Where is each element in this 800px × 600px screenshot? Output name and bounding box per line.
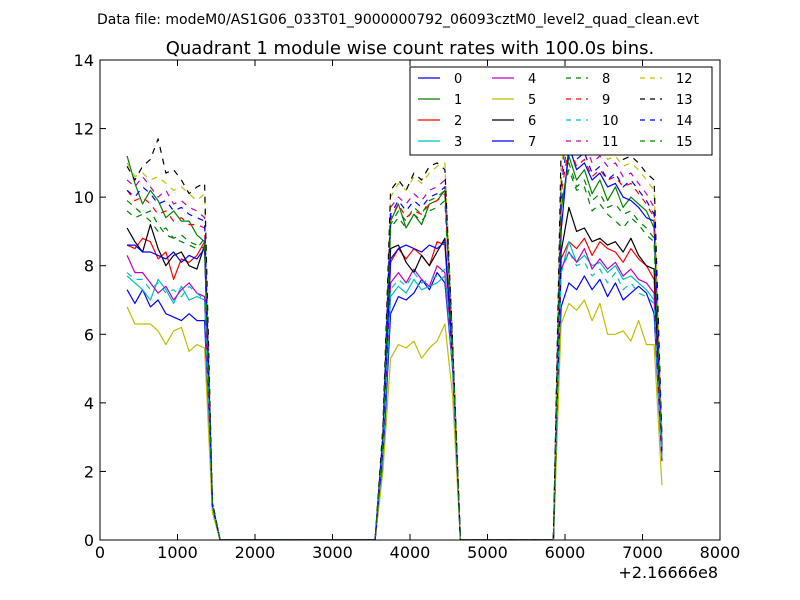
legend-label-11: 11 xyxy=(602,135,619,150)
legend-label-0: 0 xyxy=(454,72,462,87)
legend-label-4: 4 xyxy=(528,72,536,87)
series-line-7 xyxy=(127,145,663,540)
legend-label-9: 9 xyxy=(602,93,610,108)
legend-label-6: 6 xyxy=(528,114,536,129)
y-tick-label: 10 xyxy=(74,188,94,207)
legend-label-3: 3 xyxy=(454,135,462,150)
x-tick-label: 3000 xyxy=(312,543,353,562)
legend-label-7: 7 xyxy=(528,135,536,150)
series-line-8 xyxy=(126,169,663,540)
x-tick-label: 8000 xyxy=(700,543,741,562)
x-tick-label: 6000 xyxy=(545,543,586,562)
y-tick-label: 12 xyxy=(74,120,94,139)
legend-label-10: 10 xyxy=(602,114,619,129)
axis-ticks: 0 1000 2000 3000 4000 5000 6000 7000 80000246810… xyxy=(74,51,741,562)
x-tick-label: 4000 xyxy=(390,543,431,562)
y-tick-label: 14 xyxy=(74,51,94,70)
legend-label-14: 14 xyxy=(676,114,693,129)
y-tick-label: 0 xyxy=(84,531,94,550)
y-tick-label: 8 xyxy=(84,257,94,276)
series-line-15 xyxy=(126,162,663,540)
legend-label-1: 1 xyxy=(454,93,462,108)
chart-suptitle: Data file: modeM0/AS1G06_033T01_90000007… xyxy=(97,12,699,28)
legend-box xyxy=(409,66,713,156)
series-line-10 xyxy=(126,251,663,540)
x-tick-label: 2000 xyxy=(235,543,276,562)
y-tick-label: 2 xyxy=(84,462,94,481)
x-tick-label: 1000 xyxy=(157,543,198,562)
series-line-1 xyxy=(126,155,663,540)
x-tick-label: 5000 xyxy=(467,543,508,562)
series-line-9 xyxy=(126,145,663,540)
chart-title: Quadrant 1 module wise count rates with … xyxy=(166,38,655,59)
y-tick-label: 6 xyxy=(84,325,94,344)
legend-label-15: 15 xyxy=(676,135,693,150)
y-tick-label: 4 xyxy=(84,394,94,413)
x-tick-label: 0 xyxy=(95,543,105,562)
series-line-0 xyxy=(126,272,663,540)
legend-label-13: 13 xyxy=(676,93,693,108)
legend-label-12: 12 xyxy=(676,72,693,87)
x-tick-label: 7000 xyxy=(622,543,663,562)
series-line-14 xyxy=(126,131,663,540)
legend-label-2: 2 xyxy=(454,114,462,129)
series-line-5 xyxy=(126,299,663,540)
legend-label-5: 5 xyxy=(528,93,536,108)
x-offset-label: +2.16666e8 xyxy=(618,563,718,582)
series-line-6 xyxy=(126,206,663,540)
legend-label-8: 8 xyxy=(602,72,610,87)
series-line-4 xyxy=(126,248,663,540)
series-line-11 xyxy=(126,107,663,540)
